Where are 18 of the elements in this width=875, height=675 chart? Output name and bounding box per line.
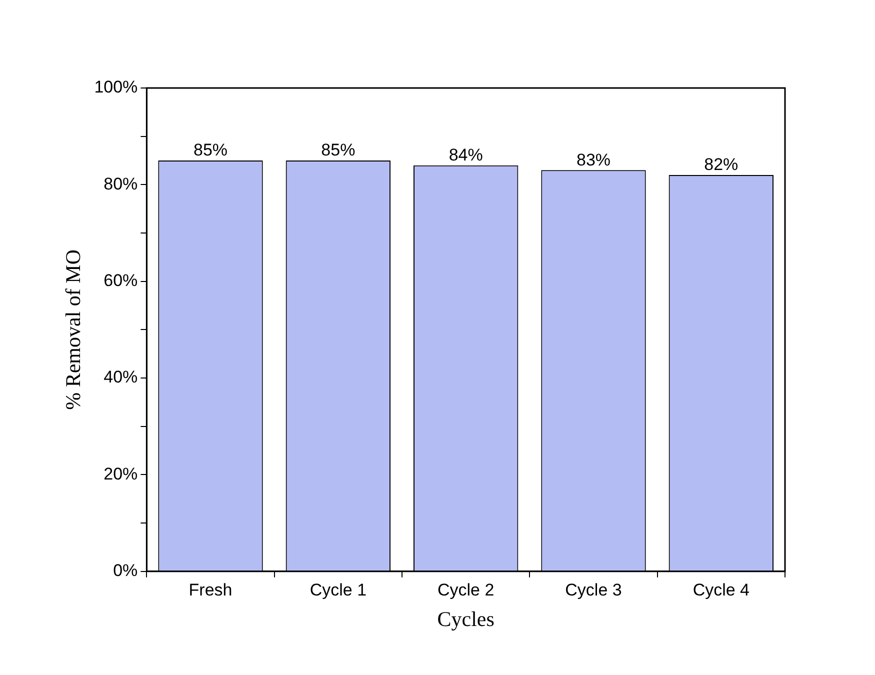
x-tick-label: Fresh [188, 580, 232, 600]
y-axis-title: % Removal of MO [61, 249, 86, 410]
y-tick-label: 60% [104, 271, 138, 290]
y-tick-label: 20% [104, 464, 138, 484]
y-tick-label: 40% [104, 368, 138, 387]
data-label: 82% [704, 155, 738, 174]
y-tick-label: 0% [113, 561, 138, 580]
x-axis-title: Cycles [437, 606, 494, 631]
x-tick-label: Cycle 2 [437, 580, 494, 600]
data-label: 85% [321, 140, 356, 160]
x-tick-label: Cycle 3 [565, 580, 622, 600]
data-label: 83% [576, 150, 611, 170]
data-label: 85% [193, 140, 228, 160]
y-tick-label: 100% [94, 78, 138, 97]
x-tick-label: Cycle 4 [692, 580, 750, 600]
x-tick-label: Cycle 1 [310, 580, 367, 600]
y-tick-label: 80% [104, 174, 138, 194]
data-label: 84% [448, 146, 483, 165]
